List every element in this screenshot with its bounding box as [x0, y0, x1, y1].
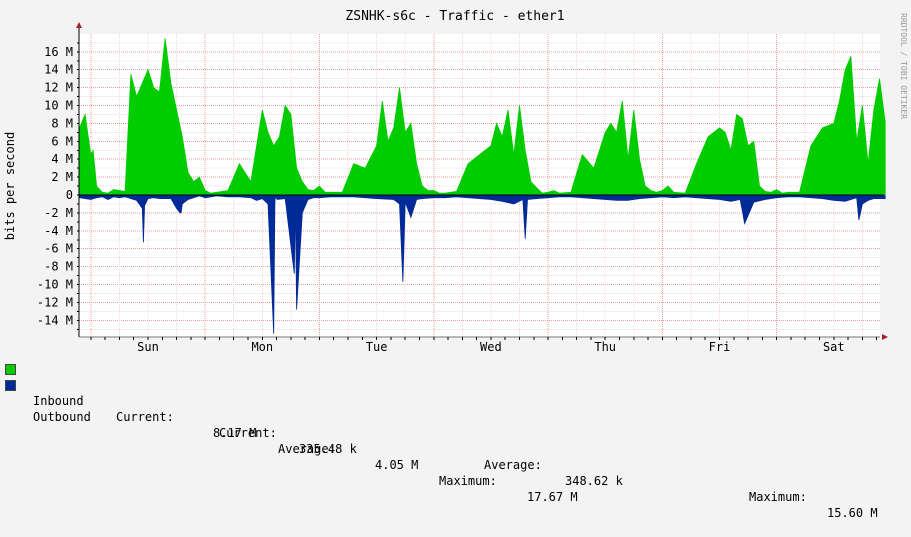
- y-tick-label: 10 M: [44, 99, 73, 113]
- y-axis-arrow: [76, 22, 82, 28]
- x-axis-arrow: [882, 334, 888, 340]
- y-tick-label: -2 M: [44, 206, 73, 220]
- y-tick-label: 6 M: [51, 134, 73, 148]
- outbound-average-label: Average:: [484, 458, 542, 472]
- inbound-maximum-value: 17.67 M: [527, 490, 578, 504]
- x-tick-label: Sun: [137, 340, 159, 354]
- y-tick-label: 0: [66, 188, 73, 202]
- outbound-maximum-label: Maximum:: [749, 490, 807, 504]
- legend-row-outbound: Outbound Current: 335.48 k Average: 348.…: [5, 377, 878, 520]
- chart-title: ZSNHK-s6c - Traffic - ether1: [345, 9, 564, 24]
- grid: [79, 34, 880, 337]
- y-tick-label: 16 M: [44, 45, 73, 59]
- axes: [76, 22, 888, 340]
- x-tick-label: Wed: [480, 340, 502, 354]
- inbound-current-label: Current:: [116, 410, 174, 424]
- outbound-current-value: 335.48 k: [299, 442, 357, 456]
- legend-row-inbound: Inbound Current: 8.17 M Average: 4.05 M …: [5, 361, 578, 504]
- watermark: RRDTOOL / TOBI OETIKER: [899, 13, 908, 119]
- legend: Inbound Current: 8.17 M Average: 4.05 M …: [0, 360, 911, 520]
- y-tick-label: -14 M: [37, 313, 73, 327]
- x-tick-labels: Sun Mon Tue Wed Thu Fri Sat: [137, 340, 844, 354]
- y-tick-labels: 16 M 14 M 12 M 10 M 8 M 6 M 4 M 2 M 0 -2 M -4 M -6 …: [37, 45, 73, 327]
- y-tick-label: -6 M: [44, 242, 73, 256]
- x-tick-label: Tue: [366, 340, 388, 354]
- inbound-area: [78, 38, 886, 196]
- inbound-average-value: 4.05 M: [375, 458, 419, 472]
- outbound-current-label: Current:: [219, 426, 277, 440]
- y-tick-label: -4 M: [44, 224, 73, 238]
- inbound-swatch: [5, 364, 16, 375]
- outbound-swatch: [5, 380, 16, 391]
- y-tick-label: 8 M: [51, 116, 73, 130]
- outbound-area: [78, 194, 886, 334]
- x-tick-label: Sat: [823, 340, 845, 354]
- x-tick-label: Thu: [594, 340, 616, 354]
- chart: 16 M 14 M 12 M 10 M 8 M 6 M 4 M 2 M 0 -2 M -4 M -6 …: [3, 9, 908, 354]
- inbound-maximum-label: Maximum:: [439, 474, 497, 488]
- y-tick-label: -10 M: [37, 278, 73, 292]
- y-tick-label: -12 M: [37, 295, 73, 309]
- outbound-maximum-value: 15.60 M: [827, 506, 878, 520]
- y-tick-label: 4 M: [51, 152, 73, 166]
- outbound-name: Outbound: [33, 410, 91, 424]
- y-tick-label: 14 M: [44, 63, 73, 77]
- y-tick-label: 12 M: [44, 81, 73, 95]
- y-tick-label: -8 M: [44, 260, 73, 274]
- y-tick-label: 2 M: [51, 170, 73, 184]
- outbound-average-value: 348.62 k: [565, 474, 623, 488]
- x-tick-label: Mon: [251, 340, 273, 354]
- x-tick-label: Fri: [709, 340, 731, 354]
- y-axis-label: bits per second: [3, 132, 17, 240]
- series-layer: [78, 38, 886, 334]
